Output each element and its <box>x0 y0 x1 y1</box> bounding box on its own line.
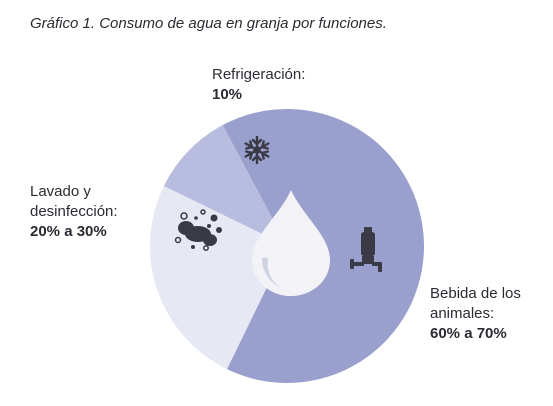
slice-label: Bebida de los animales: <box>430 285 521 322</box>
faucet-bottle-icon <box>350 227 382 272</box>
water-drop-icon <box>252 190 330 296</box>
chart-title: Gráfico 1. Consumo de agua en granja por… <box>30 15 387 32</box>
water-drop-highlight <box>262 258 284 289</box>
slice-label: Lavado y desinfección: <box>30 183 118 220</box>
legend-label-lavado: Lavado y desinfección: 20% a 30% <box>30 182 150 242</box>
slice-value: 20% a 30% <box>30 223 107 240</box>
cleaning-bubbles-icon <box>174 209 222 251</box>
slice-value: 60% a 70% <box>430 325 507 342</box>
slice-label: Refrigeración: <box>212 66 306 83</box>
pie-slice-2 <box>163 125 287 246</box>
legend-label-refrigeracion: Refrigeración: 10% <box>212 65 305 105</box>
legend-label-bebida: Bebida de los animales: 60% a 70% <box>430 284 550 344</box>
snowflake-icon <box>244 135 270 165</box>
slice-value: 10% <box>212 86 243 103</box>
